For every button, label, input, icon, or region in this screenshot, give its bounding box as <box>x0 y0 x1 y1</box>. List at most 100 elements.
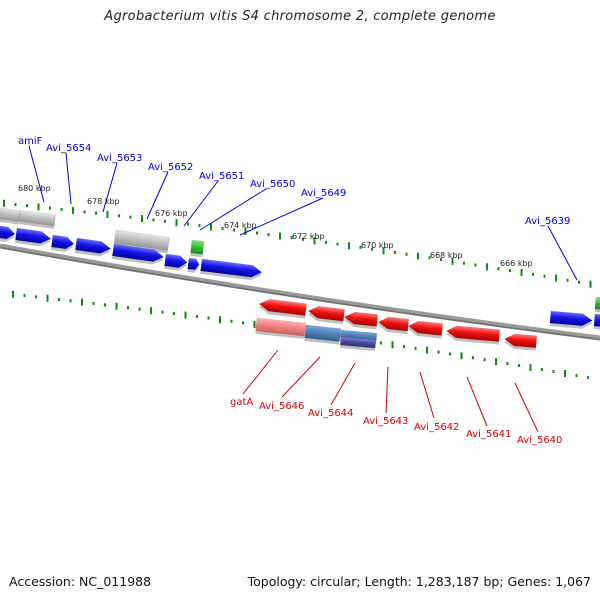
scale-tick <box>95 211 97 215</box>
forward-gene-arrow <box>111 243 165 265</box>
scale-tick <box>497 267 500 271</box>
scale-tick <box>46 294 49 302</box>
scale-tick <box>529 364 532 371</box>
topology-text: Topology: circular; Length: 1,283,187 bp… <box>247 574 591 589</box>
scale-tick <box>267 233 270 237</box>
forward-gene-arrow <box>0 224 16 242</box>
scale-tick <box>81 298 83 306</box>
reverse-gene-arrow <box>377 316 410 335</box>
scale-tick <box>451 257 454 265</box>
scale-tick <box>428 256 431 260</box>
reverse-gene-arrow <box>503 333 538 351</box>
forward-gene-arrow <box>593 313 600 330</box>
gene-label-avi-5641: Avi_5641 <box>466 429 511 440</box>
scale-tick <box>198 224 201 228</box>
scale-tick <box>564 370 566 377</box>
gene-label-avi-5650: Avi_5650 <box>250 179 295 190</box>
scale-tick <box>72 207 74 215</box>
gene-label-avi-5644: Avi_5644 <box>308 408 353 419</box>
rna-gene-feature <box>190 239 205 258</box>
scale-tick <box>184 311 187 319</box>
scale-tick <box>472 356 474 360</box>
scale-tick <box>173 312 175 316</box>
scale-tick <box>253 320 256 328</box>
scale-tick <box>92 302 95 305</box>
scale-tick <box>359 245 362 249</box>
scale-tick <box>58 298 60 301</box>
gene-label-avi-5651: Avi_5651 <box>199 171 244 182</box>
tick-label-666: 666 kbp <box>500 259 533 268</box>
scale-tick <box>348 242 350 250</box>
scale-tick <box>486 263 488 271</box>
scale-tick <box>483 358 486 362</box>
scale-tick <box>150 307 152 315</box>
scale-tick <box>35 295 37 299</box>
scale-tick <box>129 215 132 219</box>
reverse-gene-arrow <box>258 298 307 319</box>
reverse-gene-box <box>340 336 377 352</box>
scale-tick <box>541 368 543 371</box>
scale-tick <box>233 228 235 232</box>
scale-tick <box>405 252 408 256</box>
scale-tick <box>115 302 118 310</box>
scale-tick <box>242 321 244 325</box>
reverse-gene-arrow <box>307 305 346 325</box>
scale-tick <box>23 294 26 298</box>
scale-tick <box>587 376 589 380</box>
scale-tick <box>391 341 394 349</box>
scale-tick <box>566 278 569 282</box>
scale-tick <box>589 280 592 288</box>
gene-label-avi-5653: Avi_5653 <box>97 153 142 164</box>
scale-tick <box>196 315 198 319</box>
genome-backbone <box>0 243 600 341</box>
scale-tick <box>230 319 233 323</box>
forward-gene-arrow <box>50 234 75 252</box>
scale-tick <box>161 310 164 314</box>
scale-tick <box>302 237 304 241</box>
tick-label-674: 674 kbp <box>224 221 257 230</box>
scale-tick <box>127 306 129 310</box>
scale-tick <box>49 206 51 210</box>
scale-ticks-top <box>3 199 592 288</box>
gene-label-avi-5646: Avi_5646 <box>259 401 304 412</box>
scale-tick <box>437 350 440 354</box>
pseudogene-feature <box>0 206 21 225</box>
reverse-gene-box <box>304 324 342 345</box>
scale-tick <box>256 231 258 235</box>
pseudogene-feature <box>113 229 170 254</box>
scale-tick <box>83 210 86 214</box>
reverse-gene-arrow <box>407 320 444 339</box>
forward-gene-arrow <box>549 310 593 329</box>
gene-label-gatA: gatA <box>230 397 253 408</box>
scale-tick <box>532 272 534 276</box>
scale-tick <box>279 232 281 240</box>
scale-tick <box>463 261 465 265</box>
accession-text: Accession: NC_011988 <box>9 574 152 589</box>
scale-tick <box>380 341 382 345</box>
tick-label-678: 678 kbp <box>87 197 120 206</box>
forward-gene-arrow <box>200 258 263 281</box>
scale-tick <box>290 236 293 240</box>
scale-tick <box>164 219 166 223</box>
pseudogene-feature <box>18 209 56 229</box>
scale-tick <box>138 307 141 311</box>
scale-tick <box>394 251 396 254</box>
scale-tick <box>118 214 120 218</box>
scale-tick <box>210 223 212 231</box>
scale-tick <box>14 203 17 206</box>
scale-tick <box>175 219 178 227</box>
tick-label-680: 680 kbp <box>18 184 51 193</box>
scale-tick <box>69 299 72 303</box>
scale-tick <box>221 227 224 230</box>
scale-tick <box>187 222 189 226</box>
gene-features <box>0 206 600 352</box>
map-title: Agrobacterium vitis S4 chromosome 2, com… <box>104 9 496 24</box>
gene-label-avi-5640: Avi_5640 <box>517 435 562 446</box>
scale-tick <box>12 290 14 298</box>
scale-tick <box>152 218 155 222</box>
scale-tick <box>460 352 463 360</box>
scale-tick <box>509 269 511 273</box>
scale-tick <box>141 215 143 222</box>
scale-tick <box>474 263 477 267</box>
